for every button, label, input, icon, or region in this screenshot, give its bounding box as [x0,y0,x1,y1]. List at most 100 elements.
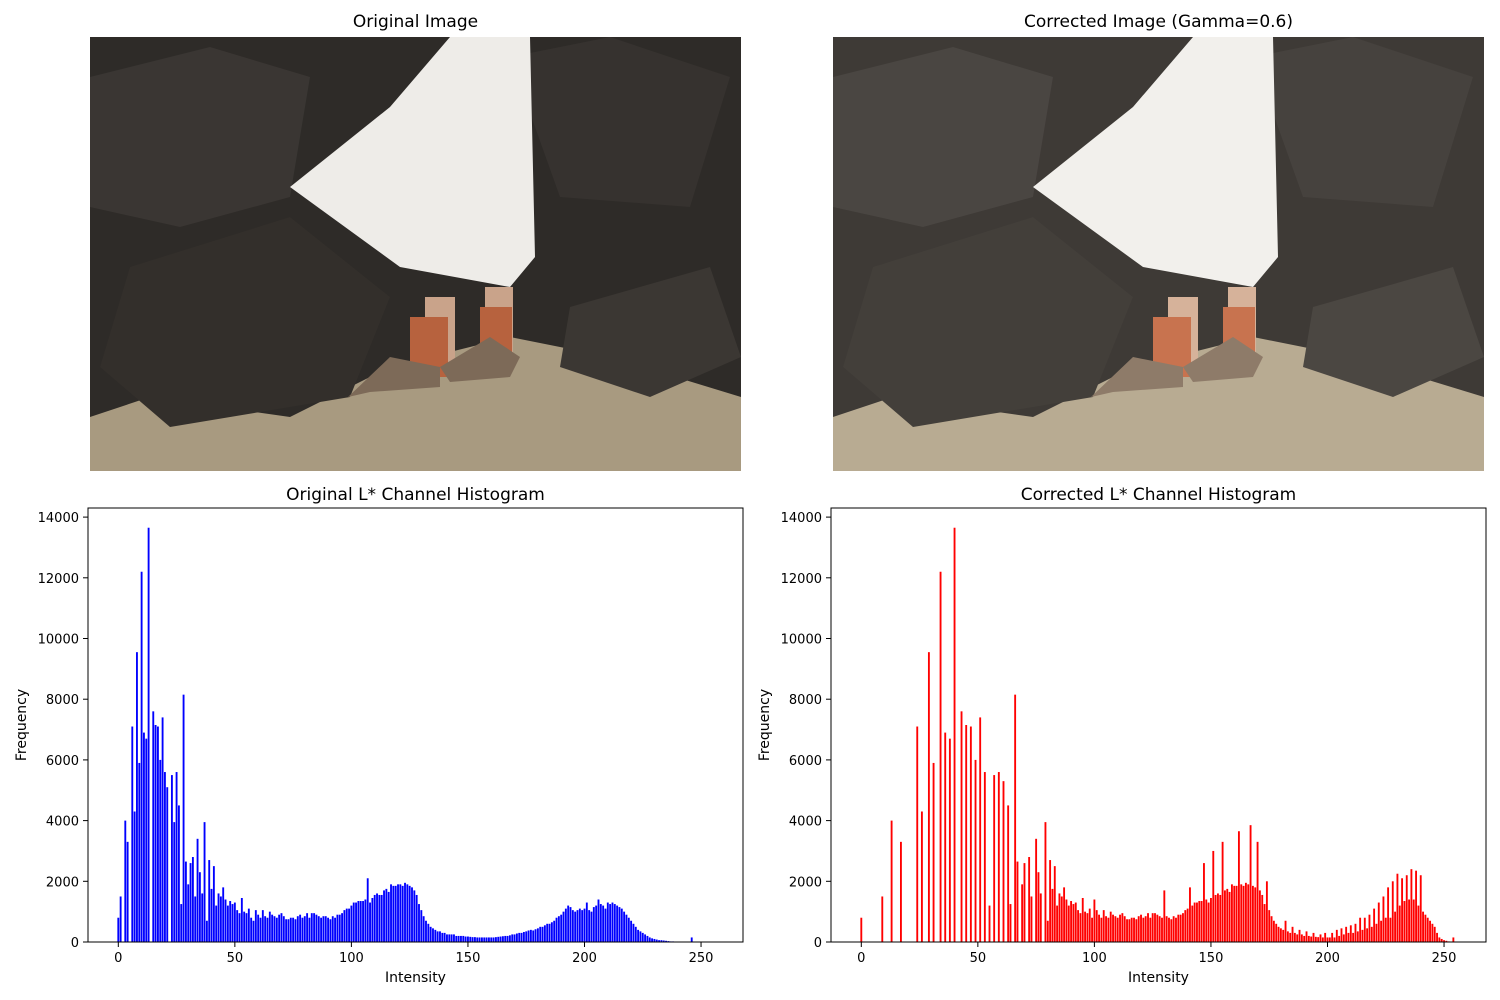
histogram-bar [259,917,262,942]
histogram-bar [569,907,572,942]
histogram-bar [630,920,633,942]
y-tick-label: 14000 [781,511,822,526]
histogram-bar [1452,937,1455,942]
histogram-bar [1098,914,1100,942]
histogram-bar [1198,901,1201,942]
histogram-bar [646,935,649,942]
histogram-bar [948,738,951,942]
histogram-bar [1375,923,1378,942]
histogram-bar [616,905,619,942]
histogram-bar [501,936,504,942]
histogram-bar [324,916,327,942]
histogram-bar [1356,931,1359,942]
histogram-bar [1338,935,1341,942]
y-tick-label: 8000 [789,693,822,708]
histogram-bar [655,939,658,942]
histogram-bar [1200,901,1203,942]
y-tick-label: 10000 [781,633,822,648]
histogram-bar [585,902,588,942]
histogram-bar [147,527,150,942]
histogram-bar [1177,914,1180,942]
x-tick-label: 250 [689,951,714,966]
histogram-bar [1158,916,1161,942]
histogram-bar [250,917,253,942]
histogram-bar [613,904,616,942]
histogram-bar [422,916,425,942]
histogram-bar [1293,932,1296,942]
histogram-bar [492,937,495,942]
histogram-bar [550,922,553,942]
histogram-bar [1221,841,1224,942]
histogram-bar [245,913,248,942]
histogram-bar [1196,902,1198,942]
histogram-bar [345,908,348,942]
histogram-bar [226,905,229,942]
histogram-bar [578,908,581,942]
histogram-bar [436,931,439,942]
histogram-bar [315,914,318,942]
histogram-bar [383,890,385,942]
histogram-bar [1296,934,1299,942]
histogram-bar [1261,894,1264,942]
histogram-bar [499,936,502,942]
histogram-bar [1366,928,1369,942]
histogram-bar [429,926,432,942]
histogram-bar [1170,919,1173,942]
histogram-bar [306,913,309,942]
histogram-bar [266,917,269,942]
histogram-bar [641,932,644,942]
histogram-bar [1335,929,1338,942]
x-tick-label: 0 [114,951,122,966]
histogram-bar [448,934,451,942]
histogram-bar [508,935,511,942]
histogram-bar [233,902,236,942]
histogram-bar [1445,940,1448,942]
histogram-bar [623,911,626,942]
histogram-bar [525,931,528,942]
histogram-bar [520,932,523,942]
histogram-bar [453,934,455,942]
x-tick-label: 50 [970,951,987,966]
histogram-bar [1270,916,1273,942]
histogram-bar [536,928,539,942]
histogram-bar [455,935,458,942]
histogram-bar [1053,866,1056,942]
histogram-bar [1121,913,1124,942]
y-tick-label: 10000 [38,633,79,648]
histogram-bar [1333,937,1336,942]
dress [290,37,535,287]
histogram-bar [1382,896,1385,942]
histogram-bar [373,894,376,942]
histogram-bar [1182,913,1184,942]
histogram-bar [124,820,127,942]
histogram-bar [639,931,642,942]
histogram-bar [313,913,316,942]
histogram-bar [920,811,923,942]
histogram-bar [560,914,563,942]
histogram-bar [1060,896,1063,942]
histogram-bar [1224,890,1226,942]
histogram-bar [1135,919,1138,942]
y-tick-label: 6000 [46,754,79,769]
original-photo-illustration [90,37,741,471]
histogram-bar [413,890,416,942]
histogram-bar [627,917,630,942]
histogram-bar [1359,917,1362,942]
histogram-bar [1016,861,1019,942]
histogram-bar [1154,913,1156,942]
histogram-bar [1289,932,1292,942]
histogram-bar [1205,899,1208,942]
histogram-bar [161,717,164,942]
histogram-bar [1219,894,1222,942]
y-tick-label: 0 [71,936,79,951]
histogram-bar [485,937,488,942]
histogram-bar [474,937,476,942]
histogram-bar [611,902,614,942]
histogram-bar [1137,916,1140,942]
histogram-bar [1021,884,1024,942]
histogram-bar [138,762,141,942]
histogram-bar [308,917,311,942]
histogram-bar [1100,917,1103,942]
histogram-bar [1226,888,1229,942]
histogram-bar [1394,911,1397,942]
